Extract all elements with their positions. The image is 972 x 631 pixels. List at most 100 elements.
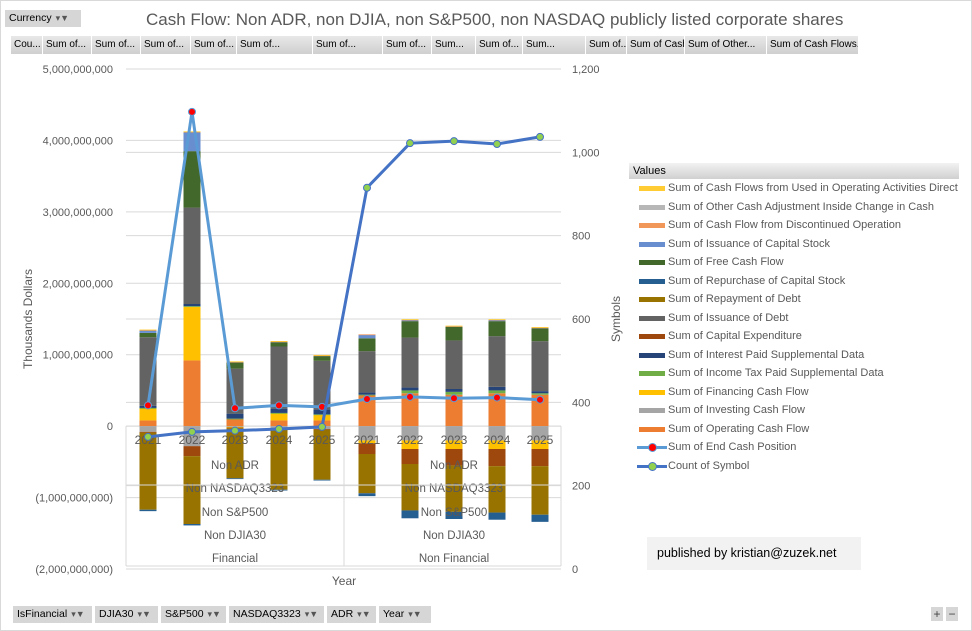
legend-marker-icon (648, 443, 657, 452)
value-field-button[interactable]: Sum of Other... (685, 36, 767, 54)
bar-segment (226, 428, 244, 479)
currency-filter-button[interactable]: Currency ▾▼ (5, 10, 81, 27)
bar-segment (531, 394, 549, 427)
axis-field-button[interactable]: NASDAQ3323 ▾▼ (229, 606, 324, 623)
value-field-button[interactable]: Cou... (11, 36, 43, 54)
x-tick-label: 2023 (441, 433, 468, 447)
line-marker (318, 422, 326, 431)
legend-label: Sum of Repayment of Debt (668, 293, 801, 305)
bar-segment (531, 341, 549, 392)
bar-segment (488, 449, 506, 467)
bar-segment (226, 426, 244, 427)
axis-field-button[interactable]: Year ▾▼ (379, 606, 431, 623)
bar-segment (445, 325, 463, 327)
bar-segment (183, 456, 201, 524)
filter-icon: ▾▼ (207, 609, 221, 619)
bar-segment (445, 326, 463, 341)
y2-tick-label: 800 (572, 231, 590, 243)
legend-label: Sum of Capital Expenditure (668, 330, 802, 342)
legend-item: Sum of Financing Cash Flow (629, 383, 959, 402)
value-field-button[interactable]: Sum of... (313, 36, 383, 54)
bar-segment (445, 440, 463, 449)
value-field-button[interactable]: Sum... (523, 36, 586, 54)
y2-tick-label: 1,200 (572, 64, 600, 76)
legend-marker-icon (648, 461, 657, 471)
line-marker (536, 395, 544, 404)
bar-segment (183, 306, 201, 361)
bar-segment (488, 336, 506, 387)
category-sublabel: Non S&P500 (202, 507, 269, 519)
legend-swatch (639, 408, 665, 413)
bar-segment (139, 431, 157, 433)
x-tick-label: 2025 (527, 433, 554, 447)
y-tick-label: 3,000,000,000 (43, 207, 113, 219)
legend-swatch (639, 389, 665, 395)
value-field-button[interactable]: Sum of... (191, 36, 237, 54)
category-sublabel: Non NASDAQ3323 (186, 483, 284, 495)
bar-segment (488, 393, 506, 427)
x-tick-label: 2022 (397, 433, 424, 447)
value-field-button[interactable]: Sum of... (141, 36, 191, 54)
collapse-field-button[interactable]: − (946, 607, 958, 621)
axis-field-button[interactable]: DJIA30 ▾▼ (95, 606, 158, 623)
bar-segment (401, 319, 419, 322)
legend-item: Sum of Free Cash Flow (629, 253, 959, 272)
category-group-label: Non Financial (419, 553, 489, 565)
bar-segment (313, 409, 331, 415)
legend-item: Sum of Issuance of Debt (629, 309, 959, 328)
y-axis-title: Thousands Dollars (21, 269, 35, 369)
bar-segment (313, 479, 331, 481)
category-sublabel: Non DJIA30 (204, 530, 266, 542)
legend-item: Sum of Cash Flow from Discontinued Opera… (629, 216, 959, 235)
expand-field-button[interactable]: + (931, 607, 943, 621)
value-field-button[interactable]: Sum of Cash... (627, 36, 685, 54)
bar-segment (183, 446, 201, 457)
x-tick-label: 2023 (222, 433, 249, 447)
legend-label: Sum of Cash Flow from Discontinued Opera… (668, 219, 901, 231)
line-series (146, 111, 541, 410)
bar-segment (401, 387, 419, 391)
axis-field-button[interactable]: S&P500 ▾▼ (161, 606, 226, 623)
bar-segment (531, 391, 549, 394)
line-marker (144, 401, 152, 410)
legend-item: Sum of Operating Cash Flow (629, 420, 959, 439)
bar-segment (401, 510, 419, 519)
value-field-button[interactable]: Sum of... (43, 36, 92, 54)
value-field-button[interactable]: Sum of... (92, 36, 141, 54)
x-tick-label: 2025 (309, 433, 336, 447)
value-field-button[interactable]: Sum of Cash Flows... (767, 36, 859, 54)
line-marker (493, 393, 501, 402)
bar-segment (488, 319, 506, 322)
line-marker (363, 183, 371, 192)
value-field-button[interactable]: Sum of... (237, 36, 313, 54)
bar-segment (488, 440, 506, 449)
bar-segment (488, 386, 506, 391)
bar-segment (445, 449, 463, 466)
line-marker (450, 394, 458, 403)
axis-field-label: Year (383, 608, 405, 620)
legend-label: Sum of Operating Cash Flow (668, 422, 810, 435)
value-field-button[interactable]: Sum... (432, 36, 476, 54)
value-field-button[interactable]: Sum of... (586, 36, 627, 54)
bar-segment (445, 511, 463, 519)
axis-field-button[interactable]: ADR ▾▼ (327, 606, 376, 623)
line-marker (231, 426, 239, 435)
bar-segment (183, 304, 201, 307)
legend-item: Sum of Investing Cash Flow (629, 401, 959, 420)
axis-field-button[interactable]: IsFinancial ▾▼ (13, 606, 92, 623)
bar-segment (445, 426, 463, 441)
value-field-button[interactable]: Sum of... (476, 36, 523, 54)
bar-segment (139, 332, 157, 338)
filter-icon: ▾▼ (408, 609, 422, 619)
legend-label: Sum of Income Tax Paid Supplemental Data (668, 367, 884, 379)
line-marker (536, 132, 544, 141)
bar-segment (183, 524, 201, 526)
bar-segment (139, 337, 157, 406)
bar-segment (358, 426, 376, 441)
legend-label: Sum of Issuance of Debt (668, 311, 789, 324)
bar-segment (401, 321, 419, 338)
bar-segment (270, 341, 288, 342)
value-field-button[interactable]: Sum of... (383, 36, 432, 54)
bar-segment (358, 351, 376, 393)
bar-segment (358, 338, 376, 352)
